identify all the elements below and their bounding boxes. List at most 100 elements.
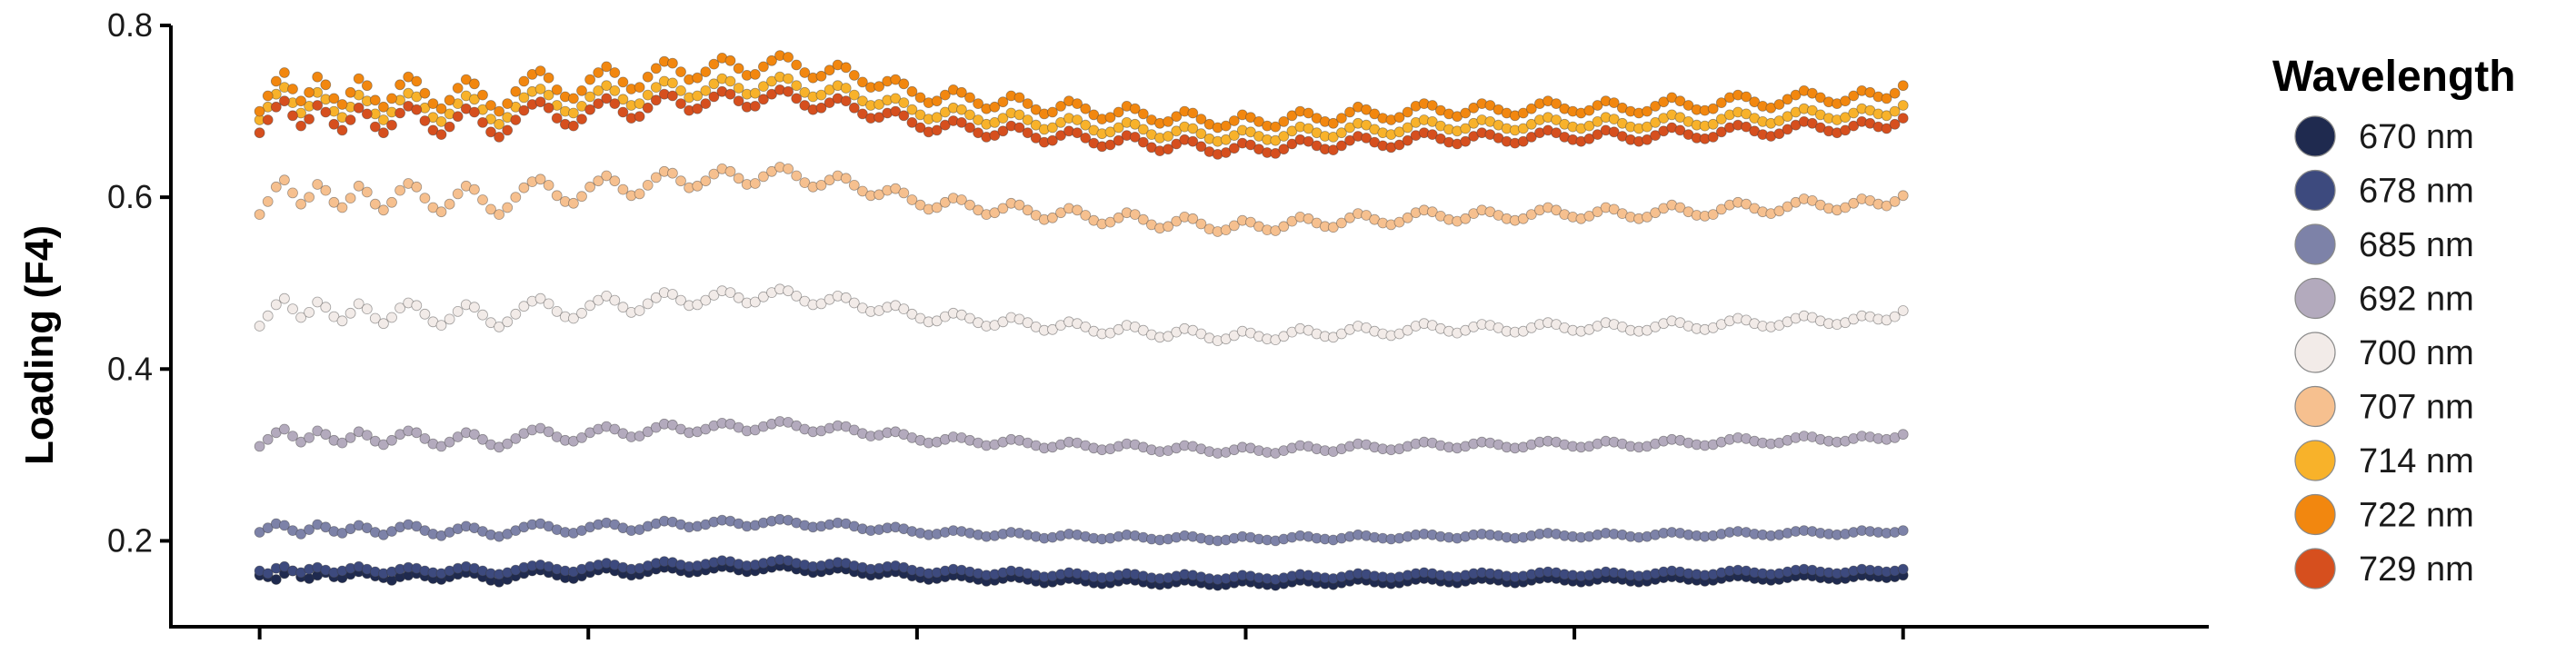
data-point [1104, 126, 1116, 138]
legend-label: 670 nm [2359, 118, 2474, 156]
data-point [353, 298, 364, 310]
data-point [477, 89, 488, 101]
data-point [568, 120, 579, 132]
data-point [1715, 97, 1727, 108]
data-point [1393, 139, 1405, 151]
data-point [1881, 123, 1892, 134]
data-point [700, 98, 712, 109]
data-point [609, 98, 621, 109]
data-point [485, 100, 496, 111]
data-point [295, 95, 307, 107]
data-point [766, 165, 777, 177]
data-point [1674, 112, 1686, 124]
data-point [270, 574, 282, 585]
data-point [824, 84, 835, 95]
data-point [444, 436, 455, 448]
data-point [1642, 121, 1652, 133]
data-point [295, 436, 307, 448]
data-point [518, 92, 530, 104]
data-point [534, 96, 546, 108]
data-point [964, 109, 975, 121]
data-point [840, 292, 852, 303]
data-point [312, 296, 324, 308]
data-point [386, 434, 397, 446]
data-point [1022, 127, 1033, 139]
data-point [931, 124, 943, 136]
series-692-nm [254, 416, 1909, 459]
data-point [1650, 207, 1661, 219]
data-point [634, 188, 645, 200]
data-point [1897, 80, 1909, 92]
data-point [1715, 203, 1727, 215]
data-point [700, 66, 712, 77]
data-point [1163, 221, 1173, 233]
data-point [1047, 212, 1058, 223]
data-point [1104, 112, 1116, 124]
data-point [551, 84, 563, 95]
data-point [708, 58, 720, 70]
data-point [1030, 210, 1042, 221]
data-point [377, 114, 389, 125]
data-point [361, 430, 373, 441]
data-point [427, 202, 439, 213]
data-point [1088, 109, 1100, 121]
data-point [534, 65, 546, 76]
data-point [419, 87, 431, 99]
data-point [708, 91, 720, 103]
data-point [1013, 122, 1025, 134]
data-point [650, 292, 662, 303]
data-point [931, 95, 943, 107]
data-point [906, 194, 918, 205]
data-point [1393, 112, 1405, 124]
data-point [758, 61, 769, 73]
data-point [1741, 121, 1752, 133]
data-point [1402, 324, 1413, 336]
data-point [1525, 103, 1537, 114]
data-point [419, 115, 431, 126]
data-point [287, 187, 298, 199]
data-point [1195, 141, 1207, 153]
data-point [890, 74, 902, 85]
data-point [1253, 115, 1264, 127]
data-point [1889, 311, 1901, 322]
data-point [724, 54, 736, 66]
data-point [1484, 100, 1496, 111]
data-point [1525, 209, 1537, 221]
data-point [270, 75, 282, 87]
data-point [1806, 117, 1818, 129]
data-point [336, 437, 348, 449]
data-point [964, 122, 975, 134]
data-point [840, 62, 852, 74]
data-point [485, 203, 496, 215]
data-point [543, 179, 554, 191]
data-point [857, 76, 868, 88]
data-point [1113, 106, 1124, 118]
data-point [1517, 135, 1529, 147]
data-point [320, 302, 332, 313]
data-point [1583, 104, 1595, 116]
data-point [1517, 123, 1529, 134]
data-point [494, 105, 504, 117]
data-point [262, 195, 274, 207]
y-ticks: 0.2 0.4 0.6 0.8 [107, 6, 171, 559]
data-point [650, 94, 662, 106]
data-point [584, 300, 595, 312]
data-point [1137, 213, 1149, 225]
data-point [1749, 96, 1761, 108]
data-point [1195, 218, 1207, 230]
data-point [1278, 144, 1290, 155]
data-point [1080, 321, 1092, 332]
data-point [394, 107, 406, 119]
data-point [1426, 115, 1438, 127]
data-point [1707, 209, 1719, 221]
legend-label: 692 nm [2359, 281, 2474, 319]
data-point [857, 185, 868, 197]
data-point [783, 52, 794, 63]
y-tick-label: 0.2 [107, 521, 153, 559]
data-point [1270, 225, 1282, 236]
data-point [1393, 216, 1405, 228]
data-point [518, 182, 530, 193]
data-point [1163, 331, 1173, 342]
data-point [650, 82, 662, 93]
data-point [1782, 94, 1793, 105]
